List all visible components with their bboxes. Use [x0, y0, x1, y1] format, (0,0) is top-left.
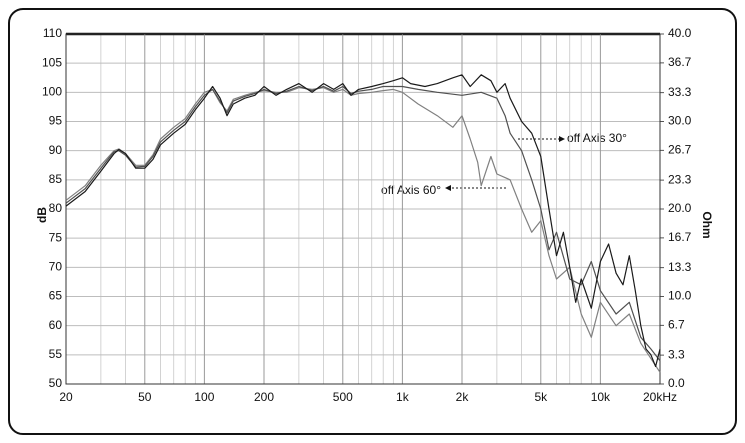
y-tick-label: 65	[49, 289, 63, 303]
y-tick-label: 60	[49, 318, 63, 332]
x-tick-label: 20kHz	[643, 390, 677, 404]
y-tick-label: 110	[43, 26, 62, 40]
y-tick-label: 85	[49, 172, 63, 186]
y2-tick-label: 20.0	[668, 201, 692, 215]
response-line	[65, 85, 661, 362]
y2-tick-label: 6.7	[668, 318, 685, 332]
x-tick-label: 500	[333, 390, 353, 404]
x-tick-label: 2k	[456, 390, 470, 404]
y-tick-label: 95	[49, 114, 63, 128]
x-tick-label: 100	[194, 390, 214, 404]
y2-tick-label: 10.0	[668, 289, 692, 303]
y-tick-label: 55	[49, 347, 63, 361]
x-tick-label: 1k	[396, 390, 410, 404]
annotation: off Axis 60°	[381, 183, 441, 197]
y-tick-label: 75	[49, 230, 63, 244]
y-axis-label: dB	[35, 207, 49, 223]
y-tick-label: 100	[42, 85, 62, 99]
x-tick-label: 50	[138, 390, 152, 404]
x-tick-label: 10k	[591, 390, 611, 404]
x-tick-label: 20	[59, 390, 73, 404]
y2-tick-label: 16.7	[668, 230, 692, 244]
x-tick-label: 200	[254, 390, 274, 404]
y2-tick-label: 36.7	[668, 55, 692, 69]
annotation: off Axis 30°	[567, 131, 627, 145]
y-tick-label: 90	[49, 143, 63, 157]
y-tick-label: 50	[49, 376, 63, 390]
y2-tick-label: 13.3	[668, 260, 692, 274]
plot-border	[65, 33, 661, 385]
y2-tick-label: 3.3	[668, 347, 685, 361]
x-tick-label: 5k	[534, 390, 548, 404]
y-tick-label: 80	[49, 201, 63, 215]
y2-tick-label: 0.0	[668, 376, 685, 390]
response-line	[65, 74, 661, 368]
y2-tick-label: 40.0	[668, 26, 692, 40]
y2-tick-label: 30.0	[668, 114, 692, 128]
frame	[8, 8, 737, 435]
y2-tick-label: 33.3	[668, 85, 692, 99]
y2-tick-label: 26.7	[668, 143, 692, 157]
y2-tick-label: 23.3	[668, 172, 692, 186]
y-tick-label: 70	[49, 260, 63, 274]
y2-axis-label: Ohm	[700, 211, 714, 238]
y-tick-label: 105	[42, 55, 62, 69]
